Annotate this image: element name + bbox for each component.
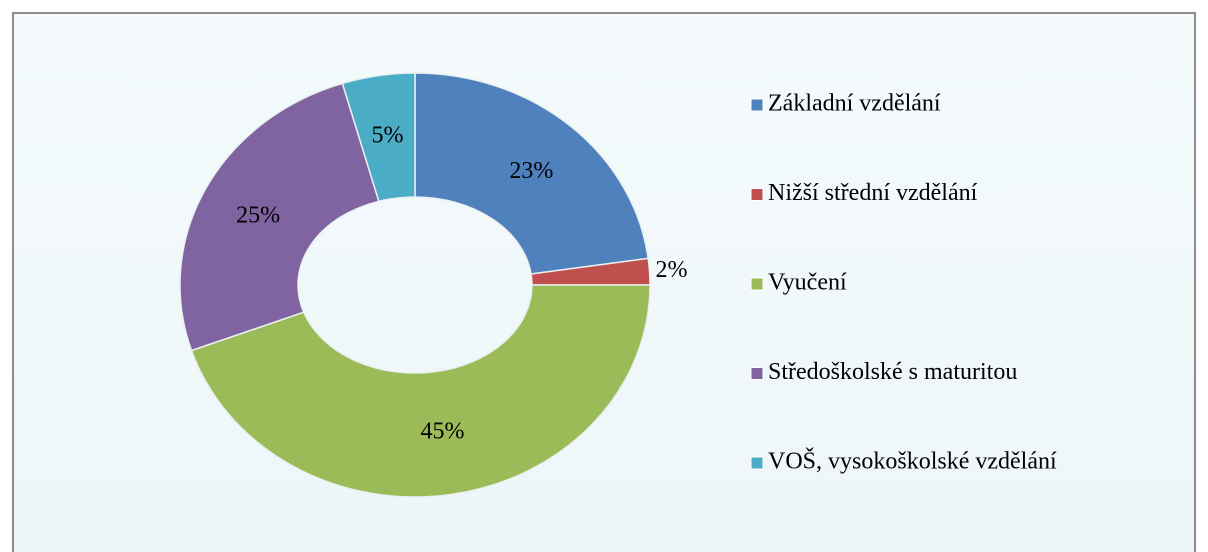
donut-slice xyxy=(190,284,651,498)
data-label: 5% xyxy=(371,122,403,148)
legend-swatch xyxy=(750,456,764,470)
legend-label: VOŠ, vysokoškolské vzdělání xyxy=(768,448,1057,475)
legend-label: Nižší střední vzdělání xyxy=(768,180,978,206)
legend-swatch xyxy=(750,188,764,201)
legend-label: Vyučení xyxy=(768,270,847,296)
legend-label: Středoškolské s maturitou xyxy=(768,359,1017,385)
legend-swatch xyxy=(750,98,764,112)
donut-slice xyxy=(179,82,380,352)
donut-slice xyxy=(341,72,416,203)
legend-swatch xyxy=(750,367,764,380)
data-label: 45% xyxy=(421,419,465,445)
data-label: 2% xyxy=(656,257,688,283)
data-label: 23% xyxy=(509,158,553,184)
legend-label: Základní vzdělání xyxy=(768,91,941,117)
legend-swatch xyxy=(750,277,764,291)
data-label: 25% xyxy=(236,202,280,228)
donut-slice xyxy=(414,72,649,275)
